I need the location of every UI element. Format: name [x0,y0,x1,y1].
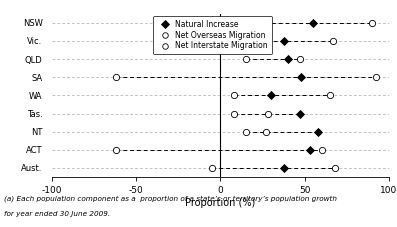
Text: for year ended 30 June 2009.: for year ended 30 June 2009. [4,211,110,217]
X-axis label: Proportion (%): Proportion (%) [185,198,255,208]
Text: (a) Each population component as a  proportion of a state’s or territory’s popul: (a) Each population component as a propo… [4,195,337,202]
Legend: Natural Increase, Net Overseas Migration, Net Interstate Migration: Natural Increase, Net Overseas Migration… [153,16,272,54]
